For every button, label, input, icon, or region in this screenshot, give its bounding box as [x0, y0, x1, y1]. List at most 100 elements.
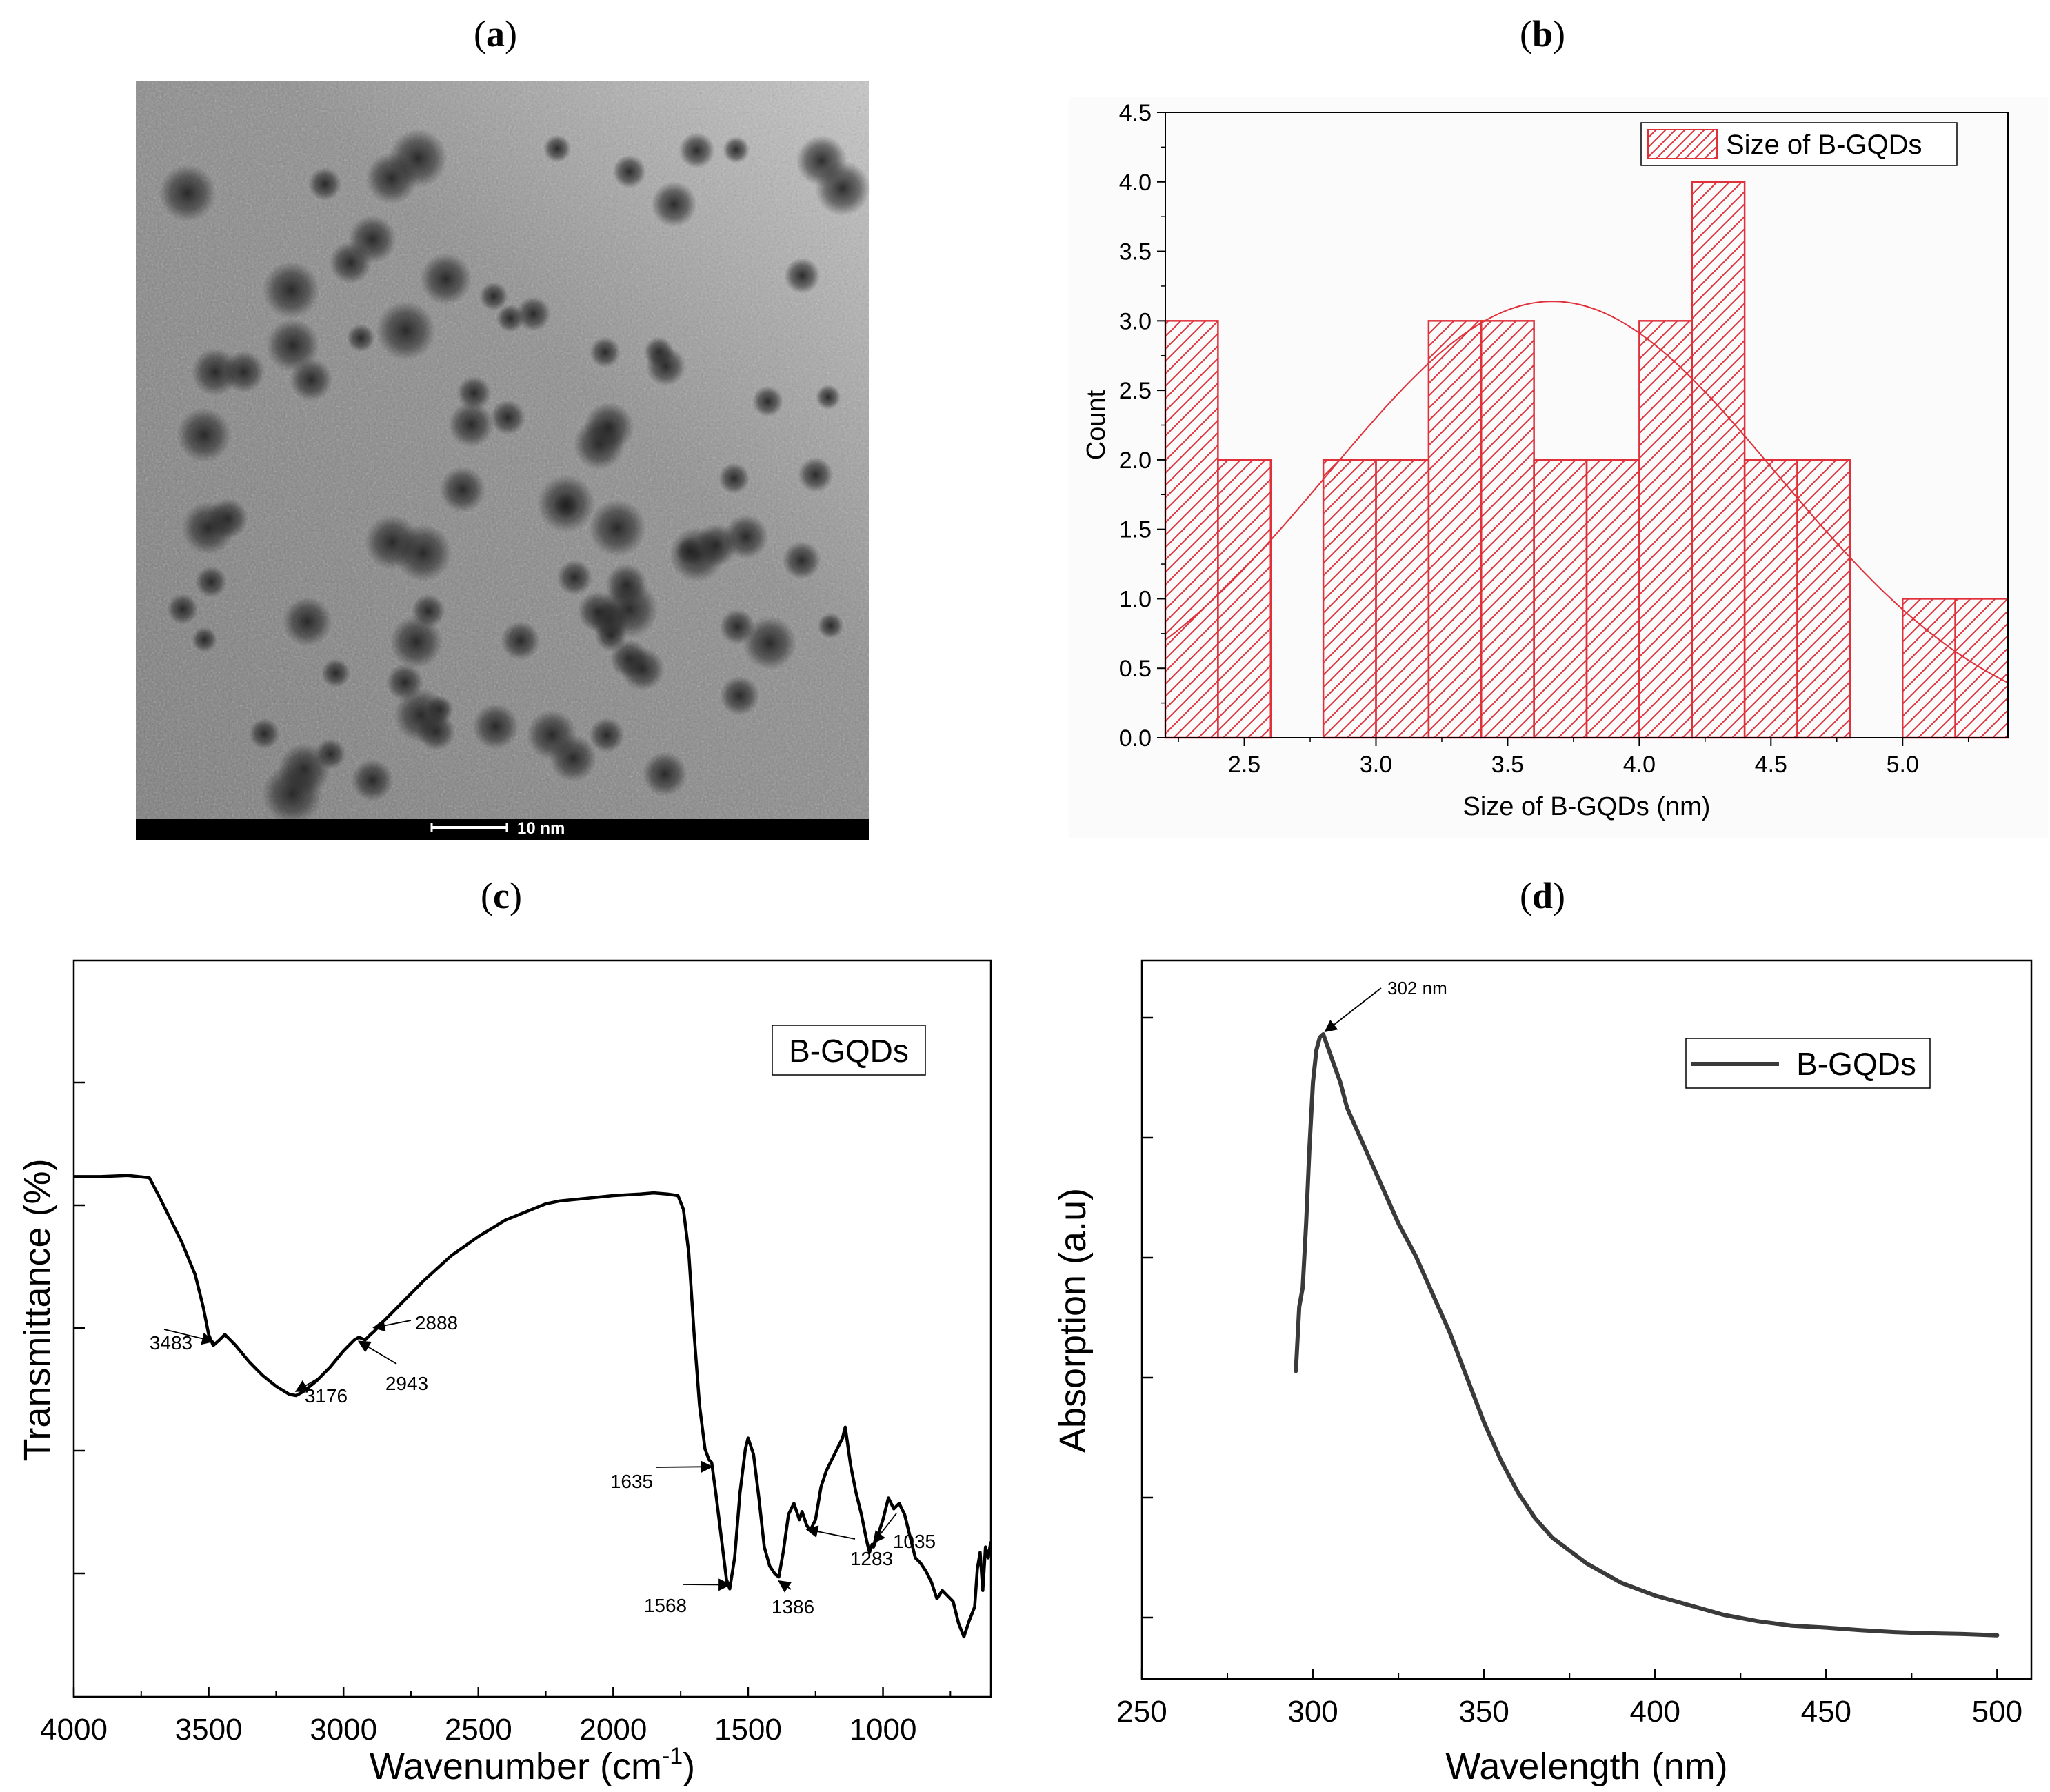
legend-label: Size of B-GQDs: [1726, 130, 1922, 160]
nanoparticle: [346, 323, 375, 352]
peak-annotation: 1386: [772, 1596, 814, 1618]
histogram-bar: [1533, 459, 1588, 739]
y-tick-label: 3.0: [1119, 308, 1152, 334]
peak-annotation: 2943: [385, 1373, 428, 1394]
absorption-line: [1294, 1032, 2000, 1638]
x-tick-label: 4000: [40, 1713, 108, 1746]
histogram-bar: [1691, 181, 1746, 739]
nanoparticle: [645, 346, 686, 387]
gaussian-fit-curve: [1165, 301, 2009, 684]
peak-annotation: 1568: [644, 1595, 687, 1616]
y-tick-label: 0.0: [1119, 725, 1152, 752]
nanoparticle: [289, 358, 333, 401]
nanoparticle: [411, 594, 445, 628]
x-tick-label: 450: [1801, 1695, 1851, 1729]
x-tick-label: 350: [1458, 1695, 1509, 1729]
x-tick-label: 1500: [714, 1713, 782, 1746]
histogram-bar: [1902, 598, 1956, 739]
histogram-bar: [1427, 320, 1483, 739]
nanoparticle: [718, 463, 750, 494]
nanoparticle: [590, 336, 621, 368]
peak-annotation: 2888: [415, 1312, 458, 1333]
nanoparticle: [612, 154, 647, 189]
legend-box: [772, 1025, 926, 1076]
y-tick-label: 3.5: [1119, 239, 1152, 265]
nanoparticle: [456, 376, 492, 411]
y-tick-label: 0.5: [1119, 656, 1152, 682]
nanoparticle: [419, 252, 472, 305]
nanoparticle: [588, 499, 647, 557]
y-tick-label: 1.5: [1119, 517, 1152, 543]
peak-annotation: 1635: [610, 1471, 653, 1492]
peak-annotation: 3483: [150, 1332, 192, 1353]
x-tick-label: 500: [1972, 1695, 2022, 1729]
nanoparticle: [472, 703, 519, 750]
nanoparticle: [448, 401, 494, 447]
nanoparticle: [817, 612, 844, 639]
nanoparticle: [796, 135, 847, 187]
nanoparticle-dots: [159, 128, 871, 825]
nanoparticle: [553, 492, 579, 519]
scale-bar-strip: [136, 819, 869, 840]
nanoparticle: [784, 257, 821, 294]
histogram-bar: [1322, 459, 1377, 739]
peak-annotation: 1283: [850, 1548, 893, 1569]
nanoparticle: [496, 304, 525, 333]
annotation-arrow: [294, 1375, 323, 1392]
nanoparticle: [388, 128, 448, 188]
legend-swatch: [1647, 129, 1718, 159]
chart-d-uv-vis: 250 300 350 400 450 500 Wavelength (nm) Absorpt…: [1052, 959, 2033, 1787]
x-tick-label: 4.0: [1623, 752, 1656, 778]
y-tick-label: 4.0: [1119, 170, 1152, 196]
x-tick-label: 300: [1287, 1695, 1338, 1729]
tem-image: 10 nm: [136, 81, 871, 840]
panel-letter: a: [485, 13, 505, 54]
annotation-arrow: [872, 1513, 897, 1544]
nanoparticle: [605, 563, 647, 606]
panel-label-d: (d): [1520, 875, 1566, 916]
panel-label-c: (c): [481, 875, 522, 916]
nanoparticle: [719, 676, 760, 716]
nanoparticle: [515, 296, 551, 332]
nanoparticle: [181, 501, 235, 555]
nanoparticle: [549, 734, 597, 783]
x-tick-label: 2500: [445, 1713, 512, 1746]
histogram-bar: [1585, 459, 1640, 739]
nanoparticle: [308, 167, 342, 201]
annotation-arrow: [357, 1340, 397, 1365]
scale-bar-label: 10 nm: [517, 819, 565, 838]
nanoparticle: [159, 164, 217, 222]
y-axis-label: Count: [1082, 390, 1111, 460]
nanoparticle: [249, 718, 280, 749]
nanoparticle: [351, 759, 394, 802]
x-axis-label: Wavelength (nm): [1445, 1746, 1727, 1787]
nanoparticle: [262, 261, 320, 319]
x-axis-label: Size of B-GQDs (nm): [1463, 792, 1711, 821]
plot-frame: [1140, 959, 2033, 1680]
annotation-arrow: [805, 1525, 856, 1540]
nanoparticle: [752, 385, 784, 417]
annotation-arrow: [163, 1329, 214, 1345]
histogram-bar: [1638, 320, 1693, 739]
y-tick-label: 4.5: [1119, 100, 1152, 126]
nanoparticle: [501, 621, 541, 661]
nanoparticle: [195, 565, 227, 598]
nanoparticle: [543, 134, 571, 163]
annotation-arrow: [778, 1580, 792, 1593]
nanoparticle: [262, 763, 323, 825]
histogram-bar: [1375, 459, 1430, 739]
y-tick-label: 2.0: [1119, 447, 1152, 474]
y-axis-label: Absorption (a.u): [1052, 1188, 1094, 1453]
y-axis-label: Transmittance (%): [17, 1158, 58, 1461]
nanoparticle: [621, 647, 665, 692]
peak-arrow: [1324, 987, 1382, 1033]
x-tick-label: 3500: [175, 1713, 243, 1746]
nanoparticle: [589, 717, 625, 754]
nanoparticle: [177, 407, 232, 463]
legend-label: B-GQDs: [789, 1033, 909, 1069]
nanoparticle: [490, 399, 526, 436]
chart-c-ftir: 4000 3500 3000 2500 2000 1500 1000 Wavenumber (…: [17, 959, 993, 1787]
nanoparticle: [651, 181, 697, 228]
nanoparticle: [594, 619, 627, 652]
annotation-arrow: [372, 1319, 412, 1332]
